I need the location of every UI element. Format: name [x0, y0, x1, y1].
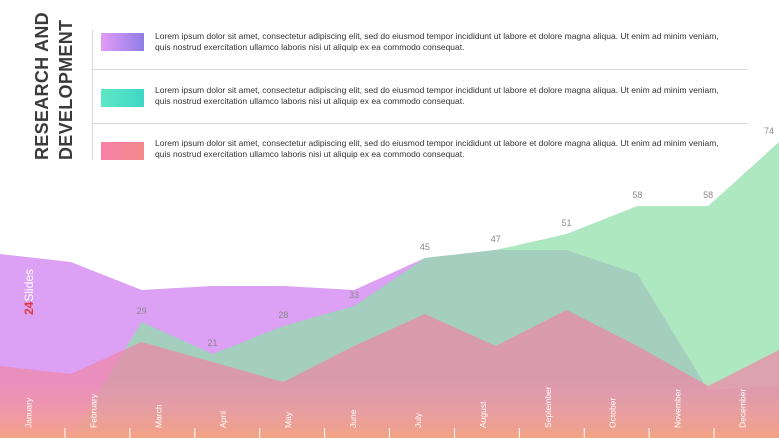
month-label-september: September: [543, 386, 553, 428]
data-label-may: 28: [278, 310, 288, 320]
brand-name: Slides: [22, 268, 36, 302]
month-label-april: April: [218, 411, 228, 428]
data-label-august: 47: [491, 234, 501, 244]
legend-swatch-pink: [101, 142, 144, 160]
data-label-june: 33: [349, 290, 359, 300]
month-label-november: November: [673, 389, 683, 428]
data-label-october: 58: [632, 190, 642, 200]
month-label-december: December: [738, 389, 748, 428]
month-label-march: March: [153, 404, 163, 428]
legend-divider-1: [92, 69, 748, 70]
month-label-august: August: [478, 401, 488, 428]
brand-number: 24: [22, 301, 36, 315]
data-label-september: 51: [562, 218, 572, 228]
legend-text-2: Lorem ipsum dolor sit amet, consectetur …: [155, 85, 719, 106]
legend-swatch-purple: [101, 33, 144, 51]
month-label-june: June: [348, 409, 358, 428]
legend-text-3: Lorem ipsum dolor sit amet, consectetur …: [155, 138, 719, 159]
legend-divider-vertical: [92, 30, 93, 160]
page-title-line-2: DEVELOPMENT: [56, 19, 76, 160]
legend-text-1: Lorem ipsum dolor sit amet, consectetur …: [155, 31, 719, 52]
brand-logo: 24Slides: [22, 265, 42, 325]
month-label-january: January: [23, 397, 33, 428]
legend-divider-2: [92, 123, 748, 124]
legend-swatch-green: [101, 89, 144, 107]
month-label-february: February: [88, 393, 98, 428]
month-label-october: October: [608, 398, 618, 428]
data-label-november: 58: [703, 190, 713, 200]
data-label-march: 29: [137, 306, 147, 316]
month-label-may: May: [283, 411, 293, 428]
page-title-line-1: RESEARCH AND: [32, 12, 52, 160]
month-label-july: July: [413, 412, 423, 428]
data-label-december: 74: [764, 126, 774, 136]
data-label-april: 21: [207, 338, 217, 348]
title-block: RESEARCH AND DEVELOPMENT: [31, 12, 81, 160]
data-label-july: 45: [420, 242, 430, 252]
